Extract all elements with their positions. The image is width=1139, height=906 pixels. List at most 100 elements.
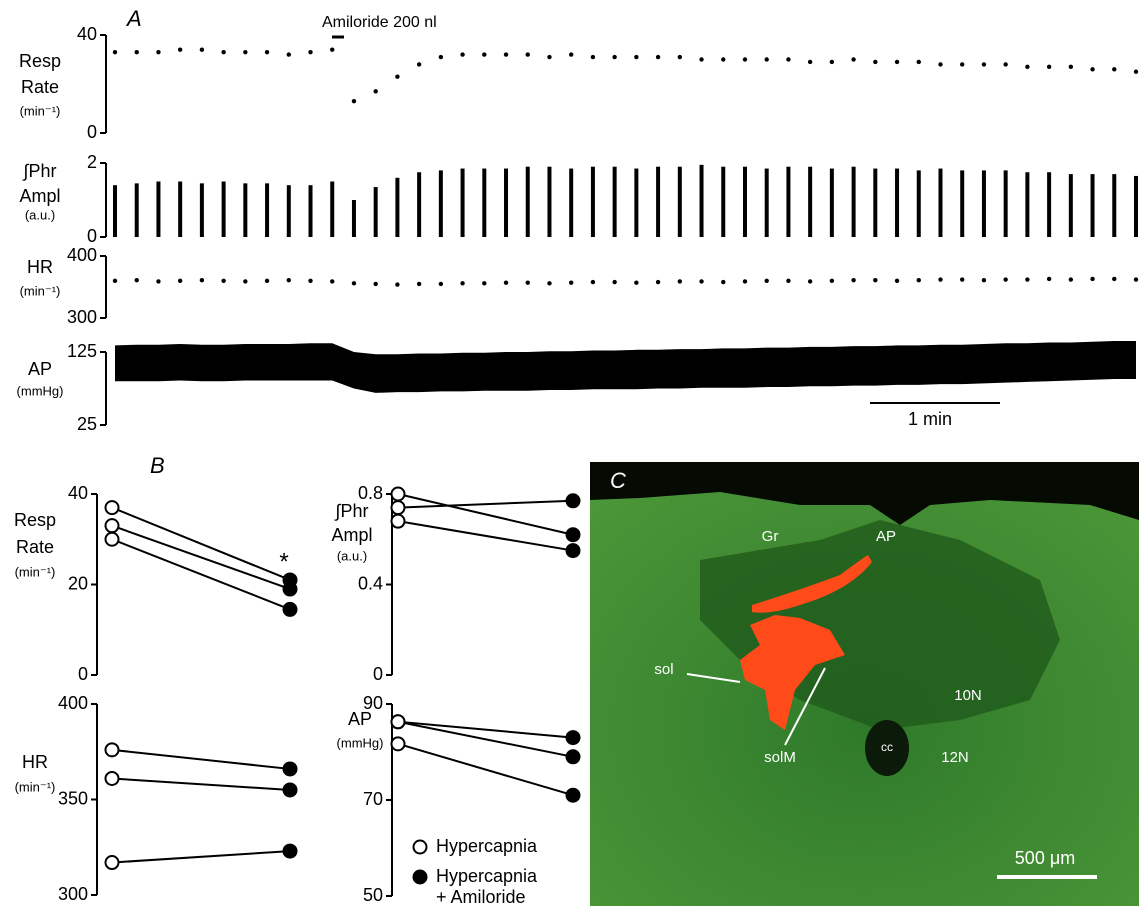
data-point — [764, 57, 769, 62]
pair-line — [397, 742, 574, 797]
pair-line — [111, 777, 291, 791]
data-point — [416, 62, 422, 67]
data-point — [568, 52, 574, 57]
data-point — [960, 62, 965, 67]
data-point — [677, 54, 683, 60]
y-tick-label: 90 — [363, 693, 383, 713]
data-point — [742, 279, 748, 284]
data-point — [1133, 277, 1139, 282]
data-point — [460, 52, 465, 57]
pair-line — [397, 720, 574, 758]
region-label: 10N — [954, 687, 982, 704]
bar — [829, 168, 834, 237]
y-tick-label: 0 — [87, 122, 97, 142]
y-axis-label: Ampl — [331, 525, 372, 545]
y-axis-label: HR — [27, 257, 53, 277]
data-point — [112, 278, 118, 283]
injection-site — [752, 555, 872, 613]
bar — [895, 168, 900, 237]
y-axis-unit: (min⁻¹) — [20, 283, 61, 298]
data-point — [104, 518, 120, 534]
y-axis-label: Rate — [21, 77, 59, 97]
y-tick-label: 0.8 — [358, 483, 383, 503]
data-point — [177, 47, 183, 52]
y-axis-label: Resp — [14, 510, 56, 530]
bar — [547, 166, 552, 237]
region-label: AP — [876, 528, 896, 545]
bar — [504, 168, 509, 237]
pair-line — [111, 524, 291, 590]
y-axis-unit: (mmHg) — [17, 383, 64, 398]
data-point — [221, 278, 226, 283]
data-point — [482, 52, 487, 57]
data-point — [503, 280, 509, 285]
data-point — [390, 736, 406, 752]
data-point — [351, 98, 357, 104]
data-point — [894, 278, 900, 283]
data-point — [981, 62, 987, 67]
bar — [482, 168, 487, 237]
y-tick-label: 40 — [68, 483, 88, 503]
data-point — [960, 277, 965, 282]
data-point — [721, 279, 726, 285]
y-axis-label: ∫Phr — [334, 501, 369, 521]
data-point — [938, 277, 943, 282]
y-tick-label: 125 — [67, 341, 97, 361]
data-point — [655, 54, 661, 60]
bar — [786, 166, 791, 237]
data-point — [104, 855, 120, 871]
y-tick-label: 300 — [67, 307, 97, 327]
bar — [721, 166, 726, 237]
bar — [438, 170, 443, 237]
bar — [286, 185, 291, 237]
bar — [395, 177, 400, 237]
y-axis-unit: (a.u.) — [25, 207, 55, 222]
data-point — [482, 281, 487, 286]
bar — [1003, 170, 1008, 237]
data-point — [590, 279, 596, 285]
region-label: Gr — [762, 528, 779, 545]
y-axis-label: HR — [22, 752, 48, 772]
data-point — [568, 280, 574, 285]
pair-line — [397, 520, 574, 552]
region-label: cc — [881, 740, 893, 754]
data-point — [786, 57, 791, 62]
legend-label: Hypercapnia — [436, 836, 538, 856]
data-point — [1068, 64, 1074, 70]
scale-bar-label: 500 μm — [1015, 848, 1075, 868]
data-point — [565, 543, 581, 559]
y-tick-label: 2 — [87, 152, 97, 172]
y-tick-label: 0 — [87, 226, 97, 246]
pair-line — [111, 748, 291, 770]
data-point — [104, 531, 120, 547]
bar — [243, 183, 248, 237]
data-point — [156, 279, 161, 284]
y-axis-unit: (min⁻¹) — [20, 103, 61, 118]
data-point — [565, 749, 581, 765]
bar — [113, 185, 117, 237]
pair-line — [397, 493, 574, 536]
data-point — [286, 52, 291, 57]
data-point — [699, 57, 704, 62]
y-axis-label: ∫Phr — [22, 161, 57, 181]
data-point — [134, 49, 139, 55]
bar — [612, 166, 617, 237]
scale-bar-label: 1 min — [908, 409, 952, 429]
y-tick-label: 40 — [77, 24, 97, 44]
bar — [1090, 174, 1095, 237]
bar — [808, 166, 813, 237]
y-tick-label: 400 — [58, 693, 88, 713]
bar — [634, 168, 639, 237]
data-point — [612, 54, 617, 60]
legend-label: + Amiloride — [436, 887, 526, 906]
pointer — [686, 673, 741, 683]
data-point — [438, 54, 444, 60]
data-point — [565, 787, 581, 803]
y-axis-label: Rate — [16, 537, 54, 557]
data-point — [390, 486, 406, 502]
data-point — [981, 277, 987, 283]
data-point — [829, 278, 835, 283]
bar — [677, 166, 682, 237]
data-point — [264, 49, 270, 55]
